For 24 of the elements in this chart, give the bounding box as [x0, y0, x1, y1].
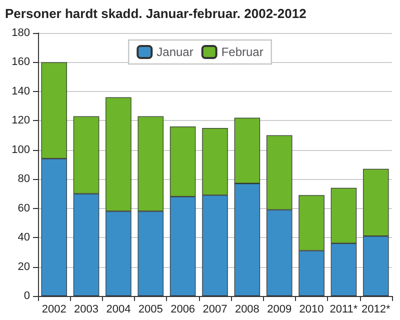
x-tick-label: 2011* [330, 304, 358, 316]
x-tick-label: 2008 [234, 304, 260, 316]
chart-title: Personer hardt skadd. Januar-februar. 2002-2012 [5, 6, 306, 21]
x-tick-label: 2009 [267, 304, 292, 316]
x-tick-label: 2006 [170, 304, 196, 316]
x-tick-label: 2005 [138, 304, 163, 316]
y-tick-label: 0 [24, 290, 30, 302]
legend-label: Januar [156, 45, 194, 59]
x-tick-label: 2003 [74, 304, 99, 316]
y-tick-label: 100 [12, 144, 30, 156]
x-tick-label: 2004 [106, 304, 131, 316]
y-tick-label: 60 [18, 202, 30, 214]
x-tick-label: 2002 [42, 304, 66, 316]
y-tick-label: 160 [12, 56, 30, 68]
x-tick-label: 2007 [202, 304, 228, 316]
y-tick-label: 40 [18, 232, 30, 244]
y-tick-label: 80 [18, 173, 30, 186]
y-tick-label: 20 [18, 260, 30, 273]
x-tick-label: 2010 [299, 304, 324, 316]
y-tick-label: 180 [12, 27, 30, 39]
legend-label: Februar [221, 45, 264, 59]
x-tick-label: 2012* [362, 304, 391, 316]
y-tick-label: 140 [12, 85, 30, 98]
y-tick-label: 120 [12, 114, 30, 127]
